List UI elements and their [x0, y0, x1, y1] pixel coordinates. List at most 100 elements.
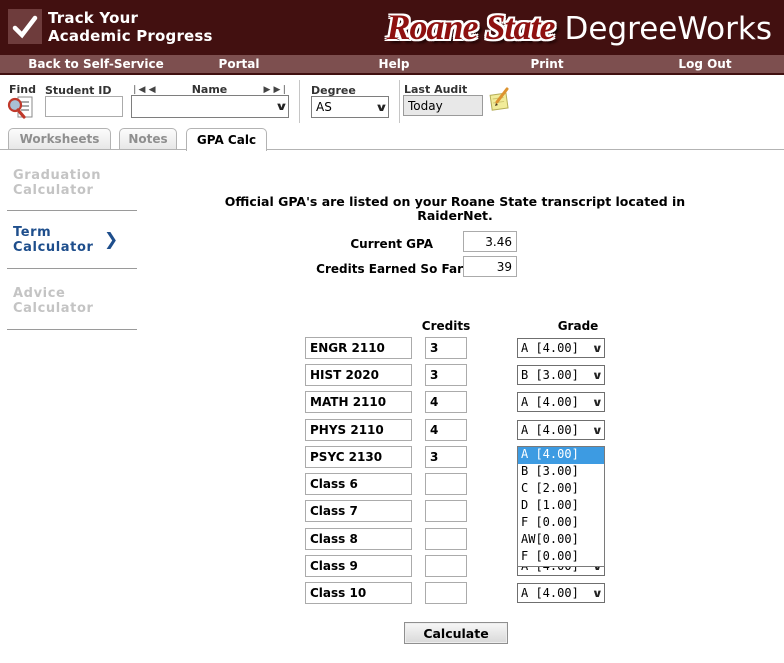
logo-degreeworks: DegreeWorks: [564, 11, 772, 47]
nav-log-out[interactable]: Log Out: [678, 57, 732, 71]
sidebar-item-label: Term: [13, 225, 52, 240]
grade-column-header: Grade: [557, 319, 599, 333]
class-credits-input[interactable]: [425, 555, 467, 577]
tab-gpa-calc[interactable]: GPA Calc: [186, 128, 267, 151]
sidebar-divider: [7, 268, 137, 269]
current-gpa-input[interactable]: [463, 231, 517, 252]
nav-help[interactable]: Help: [378, 57, 410, 71]
class-credits-input[interactable]: [425, 419, 467, 441]
class-name-input[interactable]: [305, 582, 412, 604]
class-name-input[interactable]: [305, 364, 412, 386]
find-label: Find: [9, 83, 36, 96]
dropdown-option[interactable]: B [3.00]: [521, 464, 579, 478]
class-name-input[interactable]: [305, 391, 412, 413]
grade-select[interactable]: A [4.00] ∨: [517, 392, 605, 412]
sidebar-item-term-calculator[interactable]: Term Calculator: [13, 225, 94, 255]
class-name-input[interactable]: [305, 528, 412, 550]
chevron-down-icon: ∨: [592, 586, 603, 600]
find-student-icon[interactable]: [7, 95, 35, 124]
chevron-down-icon: ∨: [592, 423, 603, 437]
chevron-down-icon: ∨: [592, 341, 603, 355]
tab-label: GPA Calc: [196, 133, 257, 147]
nav-bar: Back to Self-Service Portal Help Print L…: [0, 55, 784, 75]
notice-line1: Official GPA's are listed on your Roane …: [224, 194, 686, 209]
chevron-down-icon: ∨: [592, 368, 603, 382]
chevron-down-icon: ∨: [374, 100, 389, 114]
official-gpa-notice: Official GPA's are listed on your Roane …: [150, 195, 760, 223]
class-credits-input[interactable]: [425, 446, 467, 468]
tab-notes[interactable]: Notes: [119, 128, 177, 149]
finder-divider: [299, 80, 300, 123]
grade-select[interactable]: A [4.00] ∨: [517, 583, 605, 603]
class-name-input[interactable]: [305, 419, 412, 441]
sidebar-item-label: Graduation: [13, 168, 102, 183]
dropdown-option[interactable]: F [0.00]: [521, 515, 579, 529]
finder-divider: [399, 80, 400, 123]
credits-column-header: Credits: [421, 319, 471, 333]
first-prev-record-arrows[interactable]: ❘◀ ◀: [131, 84, 156, 95]
chevron-right-icon[interactable]: ❯: [104, 230, 119, 250]
sidebar-item-advice-calculator[interactable]: Advice Calculator: [13, 286, 94, 316]
grade-value: A [4.00]: [521, 395, 579, 409]
class-credits-input[interactable]: [425, 364, 467, 386]
sidebar-item-label: Calculator: [13, 183, 94, 198]
class-name-input[interactable]: [305, 555, 412, 577]
dropdown-option[interactable]: D [1.00]: [521, 498, 579, 512]
student-id-input[interactable]: [45, 96, 123, 117]
chevron-down-icon: ∨: [274, 100, 289, 113]
student-id-label: Student ID: [45, 84, 112, 97]
dropdown-option[interactable]: F [0.00]: [521, 549, 579, 563]
logo-roane-state: Roane State: [386, 7, 556, 47]
degree-select-value: AS: [316, 100, 332, 114]
current-gpa-label: Current GPA: [350, 237, 433, 251]
next-last-record-arrows[interactable]: ▶ ▶❘: [263, 84, 288, 95]
class-name-input[interactable]: [305, 337, 412, 359]
banner-tagline: Track Your Academic Progress: [48, 9, 213, 45]
dropdown-option[interactable]: AW[0.00]: [521, 532, 579, 546]
tab-strip-line: [0, 149, 784, 150]
dropdown-option[interactable]: A [4.00]: [518, 447, 604, 464]
grade-value: B [3.00]: [521, 368, 579, 382]
name-pager: ❘◀ ◀ Name ▶ ▶❘: [131, 83, 288, 96]
name-select[interactable]: ∨: [131, 95, 289, 118]
class-credits-input[interactable]: [425, 500, 467, 522]
credits-earned-label: Credits Earned So Far: [316, 262, 463, 276]
nav-back-to-self-service[interactable]: Back to Self-Service: [28, 57, 164, 71]
nav-print[interactable]: Print: [530, 57, 564, 71]
sidebar-item-label: Advice: [13, 286, 66, 301]
degree-label: Degree: [311, 84, 356, 97]
class-name-input[interactable]: [305, 446, 412, 468]
grade-value: A [4.00]: [521, 423, 579, 437]
class-name-input[interactable]: [305, 500, 412, 522]
class-name-input[interactable]: [305, 473, 412, 495]
logo: Roane State DegreeWorks: [387, 6, 773, 48]
calculate-button[interactable]: Calculate: [404, 622, 508, 644]
dropdown-option[interactable]: C [2.00]: [521, 481, 579, 495]
grade-value: A [4.00]: [521, 586, 579, 600]
top-banner: Track Your Academic Progress Roane State…: [0, 0, 784, 55]
class-credits-input[interactable]: [425, 473, 467, 495]
notes-notepad-icon[interactable]: [487, 86, 513, 116]
class-credits-input[interactable]: [425, 391, 467, 413]
checkmark-icon: [8, 9, 42, 44]
degree-select[interactable]: AS ∨: [311, 96, 389, 118]
tab-worksheets[interactable]: Worksheets: [8, 128, 111, 149]
tab-label: Worksheets: [19, 132, 100, 146]
last-audit-label: Last Audit: [404, 83, 468, 96]
last-audit-input: [403, 95, 483, 116]
sidebar-item-graduation-calculator[interactable]: Graduation Calculator: [13, 168, 101, 198]
class-credits-input[interactable]: [425, 337, 467, 359]
grade-select[interactable]: A [4.00] ∨: [517, 420, 605, 440]
chevron-down-icon: ∨: [592, 395, 603, 409]
grade-select[interactable]: B [3.00] ∨: [517, 365, 605, 385]
credits-earned-input[interactable]: [463, 256, 517, 277]
class-credits-input[interactable]: [425, 528, 467, 550]
tagline-line2: Academic Progress: [48, 27, 213, 45]
class-credits-input[interactable]: [425, 582, 467, 604]
tagline-line1: Track Your: [48, 9, 139, 27]
name-label: Name: [191, 83, 228, 96]
nav-portal[interactable]: Portal: [218, 57, 260, 71]
grade-select[interactable]: A [4.00] ∨: [517, 338, 605, 358]
sidebar-divider: [7, 210, 137, 211]
